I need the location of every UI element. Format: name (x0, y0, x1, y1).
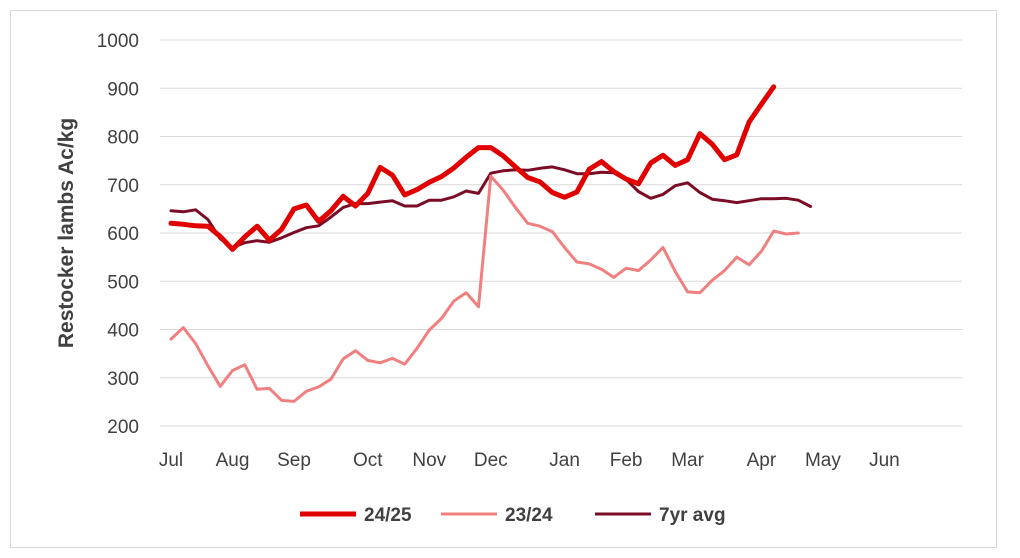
legend-label: 24/25 (364, 505, 412, 526)
x-tick-label: Dec (474, 450, 508, 471)
y-tick-label: 500 (107, 272, 139, 293)
x-tick-label: Apr (747, 450, 777, 471)
y-tick-label: 900 (107, 79, 139, 100)
x-tick-label: Oct (353, 450, 383, 471)
x-tick-label: Mar (671, 450, 704, 471)
y-tick-label: 200 (107, 417, 139, 438)
x-tick-label: Jul (159, 450, 183, 471)
y-tick-label: 700 (107, 176, 139, 197)
x-tick-label: Feb (610, 450, 643, 471)
y-tick-label: 600 (107, 224, 139, 245)
series-line-7yr-avg (169, 165, 813, 249)
y-axis-label: Restocker lambs Ac/kg (55, 118, 78, 348)
series-line-23-24 (169, 174, 800, 403)
x-tick-label: Aug (216, 450, 250, 471)
y-tick-label: 300 (107, 369, 139, 390)
series-lines (168, 84, 813, 403)
x-tick-label: May (805, 450, 841, 471)
x-axis-ticks: Jul Aug Sep Oct Nov Dec Jan Feb Mar Apr May Jun (159, 450, 900, 471)
x-tick-label: Nov (412, 450, 446, 471)
legend-label: 7yr avg (659, 505, 726, 526)
gridlines (160, 39, 962, 427)
y-axis-ticks: 200 300 400 500 600 700 800 900 1000 (97, 31, 139, 438)
y-tick-label: 1000 (97, 31, 139, 52)
y-tick-label: 400 (107, 321, 139, 342)
x-tick-label: Jun (869, 450, 900, 471)
x-tick-label: Sep (277, 450, 311, 471)
x-tick-label: Jan (549, 450, 580, 471)
legend-label: 23/24 (505, 505, 553, 526)
y-tick-label: 800 (107, 128, 139, 149)
chart-frame (10, 10, 997, 548)
series-line-24-25 (168, 84, 777, 252)
legend: 24/25 23/24 7yr avg (300, 505, 726, 526)
